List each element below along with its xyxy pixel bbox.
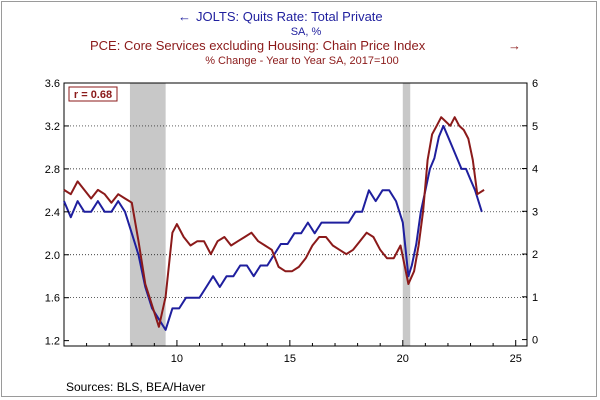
legend-series-2-title: PCE: Core Services excluding Housing: Ch… [90, 38, 426, 53]
x-tick-label: 15 [284, 353, 296, 365]
y-right-tick-label: 4 [532, 164, 538, 176]
series-line-2 [63, 116, 485, 328]
series-lines [63, 116, 485, 331]
series-line-1 [63, 124, 483, 331]
y-right-tick-label: 3 [532, 206, 538, 218]
legend-series-1-units: SA, % [291, 26, 322, 38]
y-left-tick-label: 2.8 [45, 164, 60, 176]
x-tick-label: 25 [510, 353, 522, 365]
legend-arrow-right: → [508, 38, 521, 53]
y-left-tick-label: 2.4 [45, 207, 60, 219]
legend-arrow-left: ← [178, 9, 191, 24]
x-tick-label: 20 [397, 353, 409, 365]
x-tick-label: 10 [171, 353, 183, 365]
correlation-box [68, 86, 118, 102]
recession-band-1 [402, 83, 411, 346]
plot-border [63, 82, 528, 347]
legend-series-2-units: % Change - Year to Year SA, 2017=100 [205, 55, 399, 67]
y-left-tick-label: 3.6 [45, 78, 60, 90]
y-right-tick-label: 5 [532, 121, 538, 133]
correlation-label: r = 0.68 [74, 89, 112, 101]
y-right-tick-label: 2 [532, 249, 538, 261]
recession-band-0 [129, 83, 166, 346]
y-right-tick-label: 0 [532, 335, 538, 347]
y-right-tick-label: 1 [532, 292, 538, 304]
recession-bands [129, 83, 411, 346]
y-left-tick-label: 1.2 [45, 336, 60, 348]
gridlines [64, 125, 527, 299]
legend-series-1-title: JOLTS: Quits Rate: Total Private [196, 9, 383, 24]
y-left-tick-label: 2.0 [45, 250, 60, 262]
y-right-tick-label: 6 [532, 78, 538, 90]
y-left-tick-label: 1.6 [45, 293, 60, 305]
y-left-tick-label: 3.2 [45, 121, 60, 133]
source-note: Sources: BLS, BEA/Haver [66, 380, 205, 394]
